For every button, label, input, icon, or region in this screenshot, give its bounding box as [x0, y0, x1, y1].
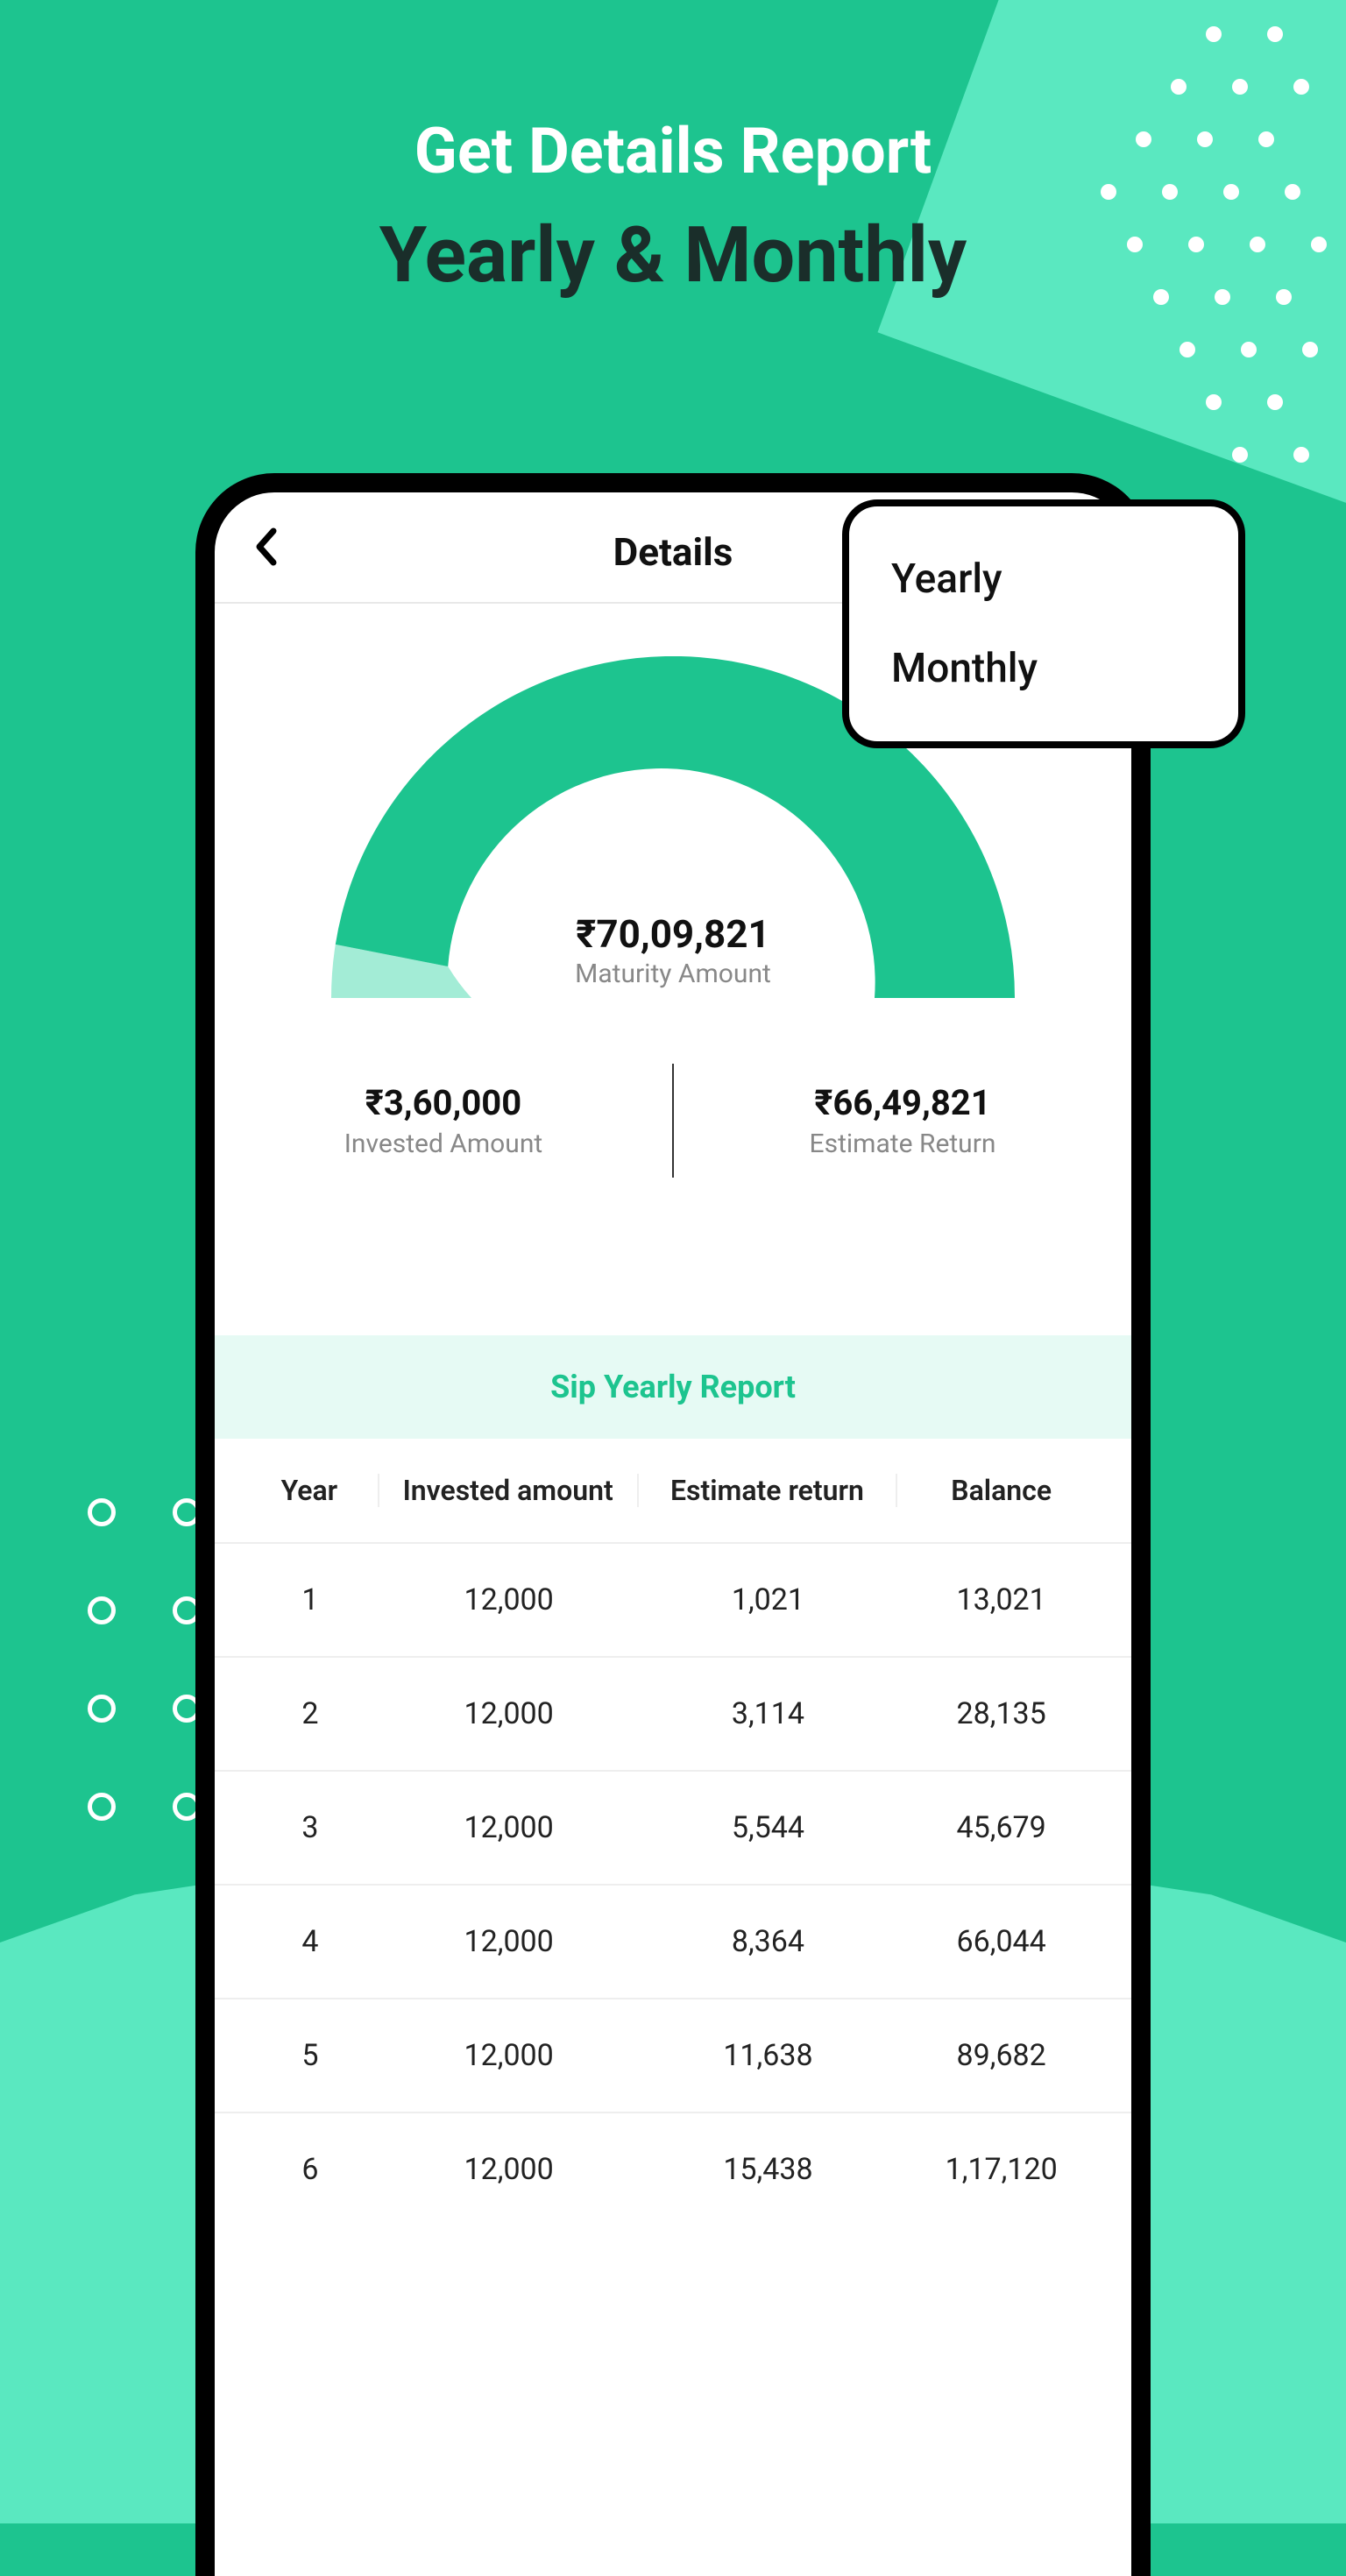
table-header-row: Year Invested amount Estimate return Bal… — [215, 1439, 1131, 1544]
table-cell: 12,000 — [379, 1810, 639, 1845]
back-icon[interactable] — [254, 527, 279, 576]
page-title: Details — [613, 529, 733, 575]
table-row: 112,0001,02113,021 — [215, 1544, 1131, 1658]
phone-mockup: Details ₹70,09,821 Maturity Amount ₹3,60… — [195, 473, 1151, 2576]
invested-value: ₹3,60,000 — [215, 1082, 672, 1123]
table-cell: 5 — [241, 2038, 379, 2073]
report-header: Sip Yearly Report — [215, 1335, 1131, 1439]
table-cell: 15,438 — [639, 2152, 898, 2187]
return-value: ₹66,49,821 — [674, 1082, 1131, 1123]
col-header-year: Year — [241, 1474, 379, 1507]
promo-header-line2: Yearly & Monthly — [0, 210, 1346, 301]
table-cell: 5,544 — [639, 1810, 898, 1845]
table-cell: 1 — [241, 1582, 379, 1617]
table-cell: 12,000 — [379, 1924, 639, 1959]
return-stat: ₹66,49,821 Estimate Return — [674, 1082, 1131, 1159]
table-cell: 11,638 — [639, 2038, 898, 2073]
table-cell: 6 — [241, 2152, 379, 2187]
period-dropdown: Yearly Monthly — [842, 499, 1245, 748]
table-cell: 89,682 — [897, 2038, 1105, 2073]
table-row: 212,0003,11428,135 — [215, 1658, 1131, 1772]
table-row: 312,0005,54445,679 — [215, 1772, 1131, 1886]
col-header-invested: Invested amount — [379, 1474, 639, 1507]
stats-row: ₹3,60,000 Invested Amount ₹66,49,821 Est… — [215, 1016, 1131, 1213]
table-cell: 12,000 — [379, 1582, 639, 1617]
report-title: Sip Yearly Report — [215, 1369, 1131, 1405]
table-cell: 45,679 — [897, 1810, 1105, 1845]
table-row: 512,00011,63889,682 — [215, 1999, 1131, 2113]
table-cell: 1,021 — [639, 1582, 898, 1617]
promo-header-line1: Get Details Report — [0, 114, 1346, 188]
return-label: Estimate Return — [674, 1129, 1131, 1159]
report-table: Year Invested amount Estimate return Bal… — [215, 1439, 1131, 2226]
maturity-label: Maturity Amount — [575, 959, 771, 989]
table-cell: 4 — [241, 1924, 379, 1959]
col-header-return: Estimate return — [639, 1474, 898, 1507]
table-cell: 2 — [241, 1696, 379, 1731]
table-cell: 8,364 — [639, 1924, 898, 1959]
table-cell: 1,17,120 — [897, 2152, 1105, 2187]
table-cell: 12,000 — [379, 2038, 639, 2073]
table-row: 412,0008,36466,044 — [215, 1886, 1131, 1999]
invested-label: Invested Amount — [215, 1129, 672, 1159]
table-cell: 28,135 — [897, 1696, 1105, 1731]
table-cell: 3 — [241, 1810, 379, 1845]
table-cell: 12,000 — [379, 2152, 639, 2187]
table-row: 612,00015,4381,17,120 — [215, 2113, 1131, 2226]
dropdown-yearly[interactable]: Yearly — [849, 534, 1238, 624]
col-header-balance: Balance — [897, 1474, 1105, 1507]
circles-pattern — [88, 1498, 201, 1891]
dropdown-monthly[interactable]: Monthly — [849, 624, 1238, 713]
table-cell: 12,000 — [379, 1696, 639, 1731]
promo-header: Get Details Report Yearly & Monthly — [0, 114, 1346, 301]
table-cell: 66,044 — [897, 1924, 1105, 1959]
invested-stat: ₹3,60,000 Invested Amount — [215, 1082, 672, 1159]
maturity-amount: ₹70,09,821 — [575, 911, 771, 957]
table-cell: 13,021 — [897, 1582, 1105, 1617]
table-cell: 3,114 — [639, 1696, 898, 1731]
